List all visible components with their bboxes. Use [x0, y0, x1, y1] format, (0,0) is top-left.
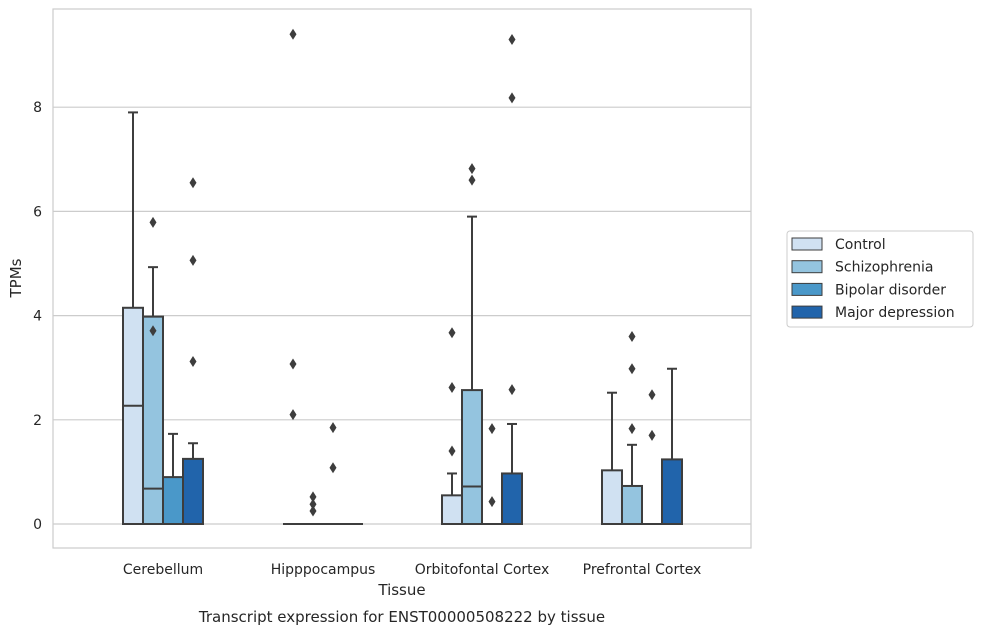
legend-label: Major depression	[835, 305, 955, 321]
y-axis-title: TPMs	[7, 258, 25, 298]
x-axis-title: Tissue	[377, 581, 425, 599]
outlier-marker	[468, 174, 476, 186]
boxes-layer	[122, 28, 683, 526]
y-tick-labels: 0 2 4 6 8	[33, 100, 42, 533]
box	[661, 458, 683, 525]
y-tick-label: 0	[33, 517, 42, 533]
outlier-marker	[289, 358, 297, 370]
box	[621, 484, 643, 526]
outlier-marker	[289, 409, 297, 421]
box-plot-item	[303, 491, 323, 525]
outlier-marker	[648, 389, 656, 401]
legend-frame	[786, 230, 974, 328]
y-tick-label: 2	[33, 413, 42, 429]
outlier-marker	[189, 355, 197, 367]
legend-label: Bipolar disorder	[835, 282, 946, 298]
box-plot-item	[142, 216, 164, 525]
outlier-marker	[309, 505, 317, 517]
legend: Control Schizophrenia Bipolar disorder Majo…	[786, 230, 974, 328]
y-tick-label: 4	[33, 309, 42, 325]
outlier-marker	[508, 33, 516, 45]
outlier-marker	[628, 363, 636, 375]
box	[441, 494, 463, 526]
outlier-marker	[189, 177, 197, 189]
outlier-marker	[508, 92, 516, 104]
box	[601, 469, 623, 526]
box-plot-item	[441, 327, 463, 526]
outlier-marker	[628, 423, 636, 435]
box	[461, 389, 483, 525]
x-tick-label: Prefrontal Cortex	[583, 562, 702, 578]
legend-swatch	[791, 305, 823, 319]
y-tick-label: 8	[33, 100, 42, 116]
x-tick-label: Orbitofontal Cortex	[415, 562, 550, 578]
legend-label: Control	[835, 237, 886, 253]
x-tick-labels: Cerebellum Hipppocampus Orbitofontal Corte…	[123, 562, 701, 578]
plot-background	[53, 9, 751, 548]
box	[182, 457, 204, 525]
outlier-marker	[448, 327, 456, 339]
box-plot-item	[283, 28, 303, 525]
outlier-marker	[309, 498, 317, 510]
x-tick-label: Hipppocampus	[271, 562, 376, 578]
plot-frame	[52, 8, 752, 549]
box-plot-item	[323, 422, 343, 525]
chart-title: Transcript expression for ENST0000050822…	[198, 608, 605, 626]
box-plot-item	[621, 330, 643, 526]
legend-label: Schizophrenia	[835, 260, 933, 276]
x-tick-label: Cerebellum	[123, 562, 203, 578]
legend-swatch	[791, 260, 823, 274]
outlier-marker	[289, 28, 297, 40]
box	[501, 472, 523, 526]
box-plot-item	[461, 163, 483, 525]
legend-swatch	[791, 282, 823, 296]
outlier-marker	[329, 462, 337, 474]
box	[122, 306, 144, 525]
legend-swatch	[791, 237, 823, 251]
box	[142, 315, 164, 525]
outlier-marker	[149, 325, 157, 337]
outlier-marker	[309, 491, 317, 503]
outlier-marker	[448, 381, 456, 393]
box	[162, 476, 184, 525]
outlier-marker	[508, 384, 516, 396]
outlier-marker	[468, 163, 476, 175]
box-plot-item	[642, 389, 662, 525]
outlier-marker	[488, 496, 496, 508]
box-plot-item	[501, 33, 523, 526]
outlier-marker	[648, 429, 656, 441]
outlier-marker	[189, 254, 197, 266]
outlier-marker	[628, 330, 636, 342]
y-tick-label: 6	[33, 204, 42, 220]
outlier-marker	[329, 422, 337, 434]
box-plot-item	[182, 177, 204, 525]
outlier-marker	[448, 445, 456, 457]
outlier-marker	[488, 423, 496, 435]
outlier-marker	[149, 216, 157, 228]
box-plot-item	[661, 367, 683, 525]
box-plot-item	[482, 423, 502, 525]
